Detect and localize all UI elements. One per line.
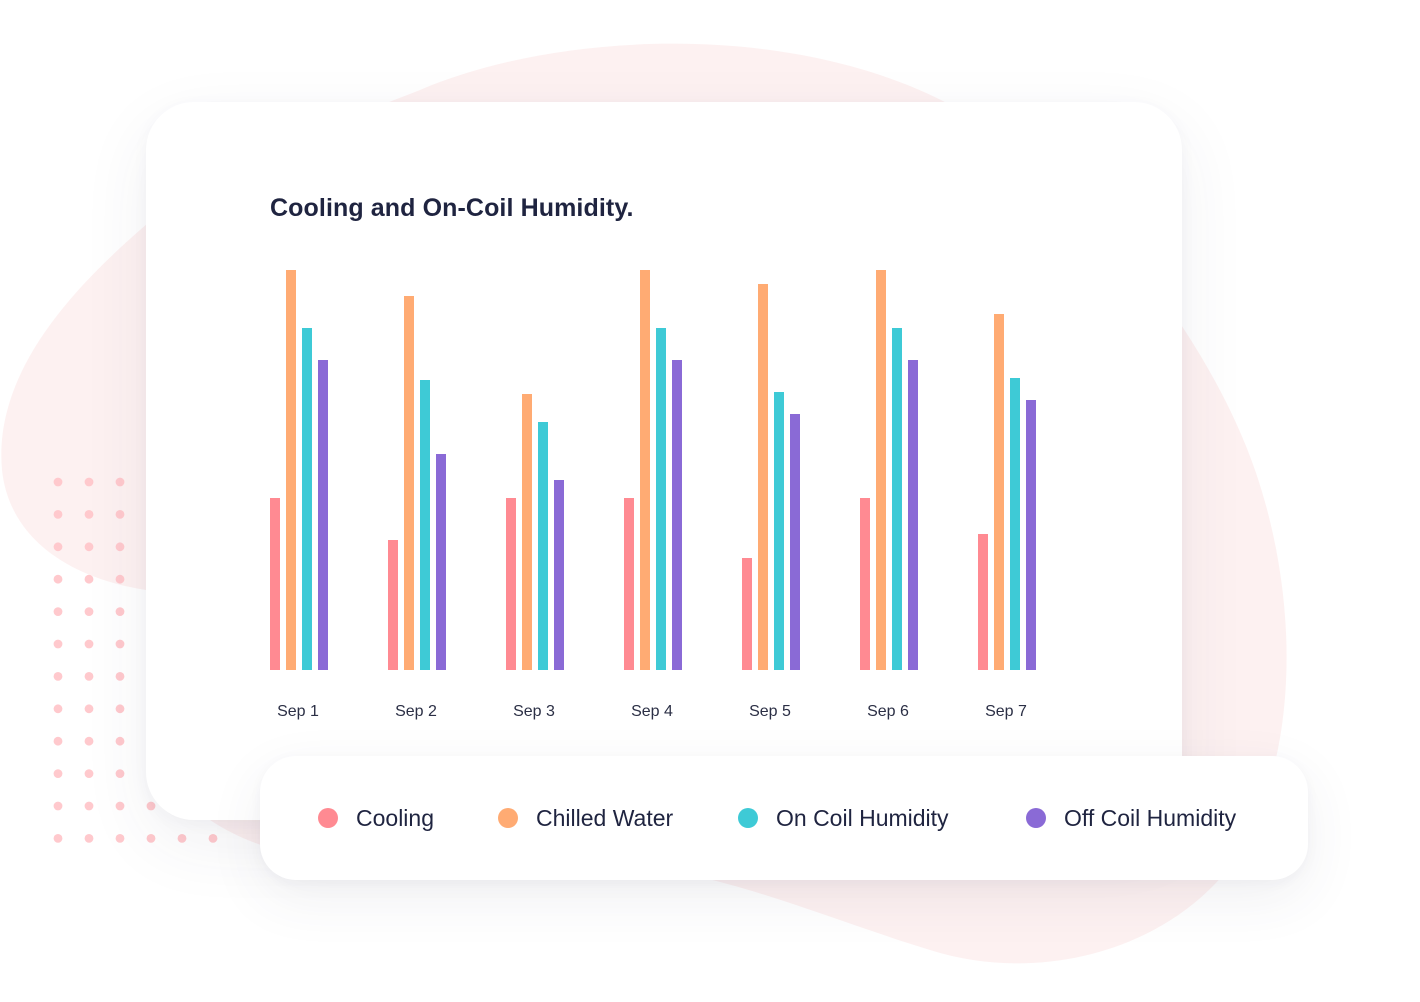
decorative-dot <box>84 769 94 778</box>
bar-on-coil-humidity-sep-3[interactable] <box>538 422 548 670</box>
decorative-dot <box>115 834 125 843</box>
chart-card: Cooling and On-Coil Humidity. Sep 1 Sep 2… <box>146 102 1182 820</box>
legend-swatch-off-coil-humidity <box>1026 808 1046 828</box>
decorative-dot <box>208 834 218 843</box>
decorative-dot <box>84 510 94 519</box>
bar-cooling-sep-2[interactable] <box>388 540 398 670</box>
bar-cooling-sep-1[interactable] <box>270 498 280 670</box>
decorative-dot <box>53 672 63 681</box>
decorative-dot <box>115 574 125 584</box>
legend-item-off-coil-humidity[interactable]: Off Coil Humidity <box>1026 804 1236 832</box>
decorative-dot <box>115 769 125 778</box>
decorative-dot <box>115 801 125 811</box>
decorative-dot <box>53 769 63 778</box>
decorative-dot <box>115 607 125 616</box>
decorative-dot <box>84 834 94 843</box>
decorative-dot <box>84 672 94 681</box>
legend-item-chilled-water[interactable]: Chilled Water <box>498 804 673 832</box>
decorative-dot <box>115 477 125 487</box>
decorative-dot <box>177 834 187 843</box>
bar-cooling-sep-6[interactable] <box>860 498 870 670</box>
decorative-dot <box>84 607 94 616</box>
decorative-dot <box>53 542 63 552</box>
legend-label-off-coil-humidity: Off Coil Humidity <box>1064 804 1237 831</box>
decorative-dot <box>115 672 125 681</box>
bar-cooling-sep-4[interactable] <box>624 498 634 670</box>
legend-item-cooling[interactable]: Cooling <box>318 804 434 832</box>
decorative-dot <box>84 542 94 552</box>
decorative-dot <box>115 542 125 552</box>
decorative-dot <box>84 639 94 649</box>
decorative-dot <box>53 639 63 649</box>
decorative-dot <box>53 574 63 584</box>
decorative-dot <box>53 704 63 714</box>
bar-off-coil-humidity-sep-6[interactable] <box>908 360 918 670</box>
bar-on-coil-humidity-sep-1[interactable] <box>302 328 312 670</box>
decorative-dot <box>84 574 94 584</box>
chart-legend: Cooling Chilled Water On Coil Humidity O… <box>260 756 1308 880</box>
x-tick-label: Sep 1 <box>277 703 319 720</box>
bar-on-coil-humidity-sep-2[interactable] <box>420 380 430 670</box>
decorative-dot <box>53 736 63 746</box>
bar-off-coil-humidity-sep-4[interactable] <box>672 360 682 670</box>
legend-label-on-coil-humidity: On Coil Humidity <box>776 804 949 831</box>
bar-on-coil-humidity-sep-7[interactable] <box>1010 378 1020 670</box>
x-tick-label: Sep 4 <box>631 703 673 720</box>
legend-swatch-on-coil-humidity <box>738 808 758 828</box>
bar-chilled-water-sep-6[interactable] <box>876 270 886 670</box>
x-tick-label: Sep 2 <box>395 703 437 720</box>
bar-chilled-water-sep-4[interactable] <box>640 270 650 670</box>
decorative-dot <box>115 639 125 649</box>
bar-cooling-sep-3[interactable] <box>506 498 516 670</box>
decorative-dot <box>146 801 156 811</box>
decorative-dot <box>84 801 94 811</box>
legend-swatch-chilled-water <box>498 808 518 828</box>
bar-off-coil-humidity-sep-3[interactable] <box>554 480 564 670</box>
bar-cooling-sep-5[interactable] <box>742 558 752 670</box>
legend-label-cooling: Cooling <box>356 804 434 831</box>
x-tick-label: Sep 5 <box>749 703 791 720</box>
legend-label-chilled-water: Chilled Water <box>536 804 674 831</box>
decorative-dot <box>84 477 94 487</box>
decorative-dot <box>146 834 156 843</box>
decorative-dot <box>115 704 125 714</box>
decorative-dot <box>84 736 94 746</box>
x-tick-label: Sep 3 <box>513 703 555 720</box>
decorative-dot <box>53 607 63 616</box>
bar-on-coil-humidity-sep-4[interactable] <box>656 328 666 670</box>
bar-chilled-water-sep-2[interactable] <box>404 296 414 670</box>
legend-item-on-coil-humidity[interactable]: On Coil Humidity <box>738 804 949 832</box>
bar-chilled-water-sep-1[interactable] <box>286 270 296 670</box>
bar-off-coil-humidity-sep-2[interactable] <box>436 454 446 670</box>
bar-chilled-water-sep-7[interactable] <box>994 314 1004 670</box>
decorative-dot <box>84 704 94 714</box>
bar-cooling-sep-7[interactable] <box>978 534 988 670</box>
x-tick-label: Sep 6 <box>867 703 909 720</box>
bar-chilled-water-sep-3[interactable] <box>522 394 532 670</box>
decorative-dot <box>115 510 125 519</box>
bar-on-coil-humidity-sep-5[interactable] <box>774 392 784 670</box>
legend-swatch-cooling <box>318 808 338 828</box>
decorative-dot <box>53 834 63 843</box>
decorative-dot <box>53 801 63 811</box>
bar-chart: Sep 1 Sep 2 Sep 3 Sep 4 Sep 5 Sep 6 Sep 7 <box>270 270 1036 720</box>
bar-off-coil-humidity-sep-7[interactable] <box>1026 400 1036 670</box>
chart-title: Cooling and On-Coil Humidity. <box>270 194 634 222</box>
decorative-dot <box>115 736 125 746</box>
bar-chilled-water-sep-5[interactable] <box>758 284 768 670</box>
decorative-dot <box>53 510 63 519</box>
bar-off-coil-humidity-sep-5[interactable] <box>790 414 800 670</box>
bar-off-coil-humidity-sep-1[interactable] <box>318 360 328 670</box>
decorative-dot <box>53 477 63 487</box>
x-tick-label: Sep 7 <box>985 703 1027 720</box>
bar-on-coil-humidity-sep-6[interactable] <box>892 328 902 670</box>
